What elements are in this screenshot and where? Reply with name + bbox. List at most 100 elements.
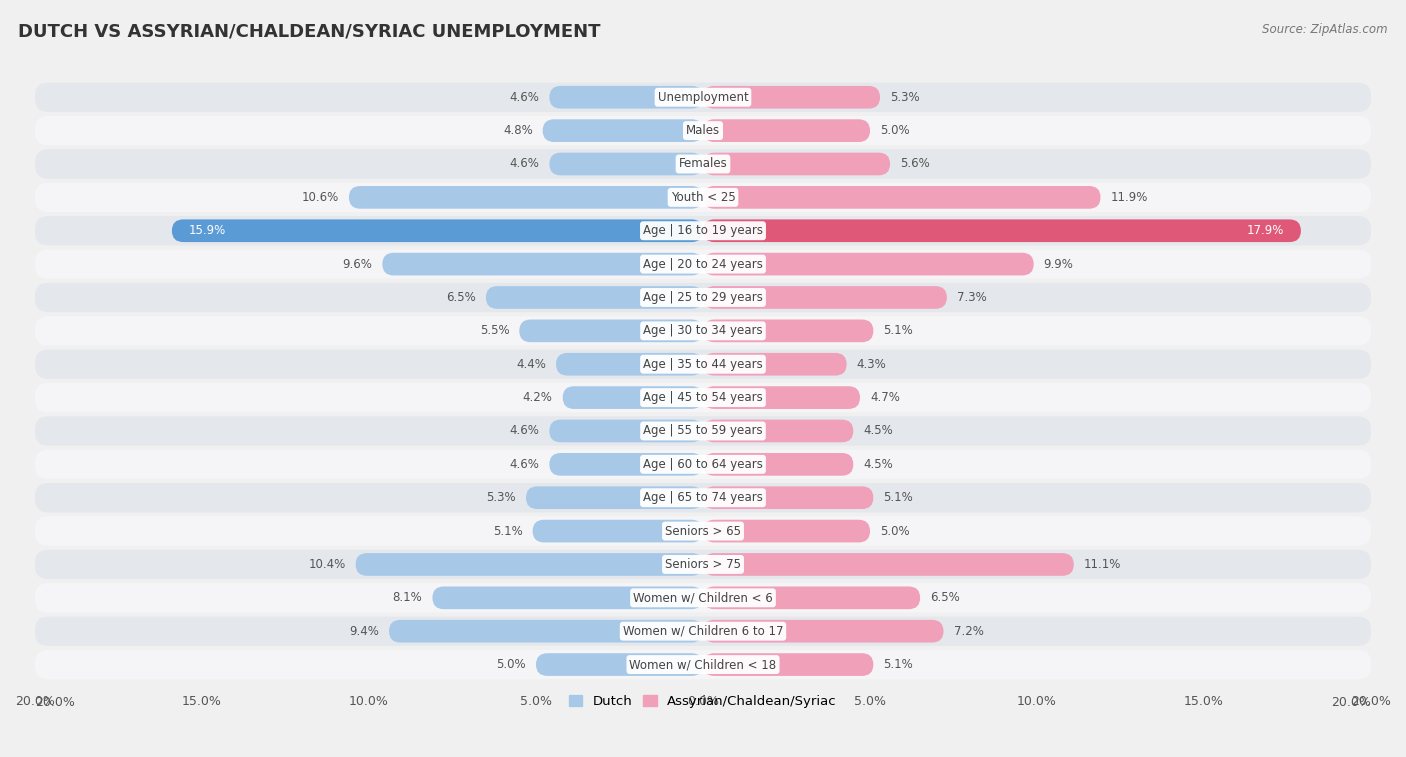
FancyBboxPatch shape <box>703 587 920 609</box>
Text: Youth < 25: Youth < 25 <box>671 191 735 204</box>
FancyBboxPatch shape <box>35 83 1371 112</box>
Text: 17.9%: 17.9% <box>1247 224 1284 237</box>
Text: 5.6%: 5.6% <box>900 157 929 170</box>
FancyBboxPatch shape <box>349 186 703 209</box>
FancyBboxPatch shape <box>703 319 873 342</box>
Text: 4.3%: 4.3% <box>856 358 886 371</box>
Text: Age | 16 to 19 years: Age | 16 to 19 years <box>643 224 763 237</box>
Text: 4.6%: 4.6% <box>509 425 540 438</box>
Text: 5.3%: 5.3% <box>890 91 920 104</box>
FancyBboxPatch shape <box>526 486 703 509</box>
FancyBboxPatch shape <box>486 286 703 309</box>
Text: 5.1%: 5.1% <box>883 658 912 671</box>
Text: 15.9%: 15.9% <box>188 224 226 237</box>
Text: Age | 30 to 34 years: Age | 30 to 34 years <box>643 324 763 338</box>
FancyBboxPatch shape <box>35 616 1371 646</box>
Text: Females: Females <box>679 157 727 170</box>
Text: 5.1%: 5.1% <box>883 491 912 504</box>
Text: 4.6%: 4.6% <box>509 91 540 104</box>
FancyBboxPatch shape <box>35 149 1371 179</box>
FancyBboxPatch shape <box>35 316 1371 345</box>
Text: 4.4%: 4.4% <box>516 358 546 371</box>
Text: 7.3%: 7.3% <box>957 291 987 304</box>
Text: 4.6%: 4.6% <box>509 458 540 471</box>
Text: 4.7%: 4.7% <box>870 391 900 404</box>
Text: 4.8%: 4.8% <box>503 124 533 137</box>
FancyBboxPatch shape <box>703 386 860 409</box>
FancyBboxPatch shape <box>562 386 703 409</box>
Text: Seniors > 75: Seniors > 75 <box>665 558 741 571</box>
Text: Age | 35 to 44 years: Age | 35 to 44 years <box>643 358 763 371</box>
Text: 20.0%: 20.0% <box>35 696 75 709</box>
FancyBboxPatch shape <box>703 520 870 543</box>
Text: 9.6%: 9.6% <box>343 257 373 270</box>
Text: Unemployment: Unemployment <box>658 91 748 104</box>
Text: Source: ZipAtlas.com: Source: ZipAtlas.com <box>1263 23 1388 36</box>
FancyBboxPatch shape <box>703 419 853 442</box>
Text: 4.2%: 4.2% <box>523 391 553 404</box>
FancyBboxPatch shape <box>703 120 870 142</box>
FancyBboxPatch shape <box>550 453 703 475</box>
FancyBboxPatch shape <box>703 353 846 375</box>
Text: 20.0%: 20.0% <box>1331 696 1371 709</box>
FancyBboxPatch shape <box>543 120 703 142</box>
Text: Age | 55 to 59 years: Age | 55 to 59 years <box>643 425 763 438</box>
FancyBboxPatch shape <box>703 153 890 176</box>
FancyBboxPatch shape <box>703 486 873 509</box>
FancyBboxPatch shape <box>703 220 1301 242</box>
Text: 10.6%: 10.6% <box>302 191 339 204</box>
Text: 9.9%: 9.9% <box>1043 257 1074 270</box>
Text: 11.1%: 11.1% <box>1084 558 1121 571</box>
FancyBboxPatch shape <box>382 253 703 276</box>
FancyBboxPatch shape <box>35 650 1371 679</box>
FancyBboxPatch shape <box>703 286 946 309</box>
FancyBboxPatch shape <box>35 116 1371 145</box>
FancyBboxPatch shape <box>519 319 703 342</box>
FancyBboxPatch shape <box>35 283 1371 312</box>
FancyBboxPatch shape <box>35 483 1371 512</box>
Text: Women w/ Children < 6: Women w/ Children < 6 <box>633 591 773 604</box>
FancyBboxPatch shape <box>356 553 703 576</box>
Legend: Dutch, Assyrian/Chaldean/Syriac: Dutch, Assyrian/Chaldean/Syriac <box>564 690 842 713</box>
FancyBboxPatch shape <box>35 583 1371 612</box>
Text: Women w/ Children < 18: Women w/ Children < 18 <box>630 658 776 671</box>
FancyBboxPatch shape <box>35 550 1371 579</box>
Text: Males: Males <box>686 124 720 137</box>
FancyBboxPatch shape <box>703 86 880 108</box>
FancyBboxPatch shape <box>533 520 703 543</box>
Text: 10.4%: 10.4% <box>308 558 346 571</box>
FancyBboxPatch shape <box>536 653 703 676</box>
Text: Women w/ Children 6 to 17: Women w/ Children 6 to 17 <box>623 625 783 637</box>
FancyBboxPatch shape <box>550 86 703 108</box>
Text: 5.5%: 5.5% <box>479 324 509 338</box>
FancyBboxPatch shape <box>35 450 1371 479</box>
Text: 5.0%: 5.0% <box>496 658 526 671</box>
FancyBboxPatch shape <box>35 383 1371 413</box>
Text: 11.9%: 11.9% <box>1111 191 1147 204</box>
FancyBboxPatch shape <box>555 353 703 375</box>
FancyBboxPatch shape <box>703 553 1074 576</box>
FancyBboxPatch shape <box>550 153 703 176</box>
Text: Seniors > 65: Seniors > 65 <box>665 525 741 537</box>
FancyBboxPatch shape <box>35 350 1371 379</box>
Text: 4.5%: 4.5% <box>863 425 893 438</box>
FancyBboxPatch shape <box>35 249 1371 279</box>
FancyBboxPatch shape <box>703 620 943 643</box>
FancyBboxPatch shape <box>703 253 1033 276</box>
Text: Age | 60 to 64 years: Age | 60 to 64 years <box>643 458 763 471</box>
Text: Age | 25 to 29 years: Age | 25 to 29 years <box>643 291 763 304</box>
Text: 4.5%: 4.5% <box>863 458 893 471</box>
FancyBboxPatch shape <box>703 453 853 475</box>
Text: 5.3%: 5.3% <box>486 491 516 504</box>
FancyBboxPatch shape <box>389 620 703 643</box>
Text: 5.1%: 5.1% <box>494 525 523 537</box>
Text: 5.0%: 5.0% <box>880 525 910 537</box>
Text: Age | 65 to 74 years: Age | 65 to 74 years <box>643 491 763 504</box>
FancyBboxPatch shape <box>35 182 1371 212</box>
Text: DUTCH VS ASSYRIAN/CHALDEAN/SYRIAC UNEMPLOYMENT: DUTCH VS ASSYRIAN/CHALDEAN/SYRIAC UNEMPL… <box>18 23 600 41</box>
Text: Age | 20 to 24 years: Age | 20 to 24 years <box>643 257 763 270</box>
Text: Age | 45 to 54 years: Age | 45 to 54 years <box>643 391 763 404</box>
FancyBboxPatch shape <box>433 587 703 609</box>
Text: 6.5%: 6.5% <box>446 291 475 304</box>
FancyBboxPatch shape <box>550 419 703 442</box>
